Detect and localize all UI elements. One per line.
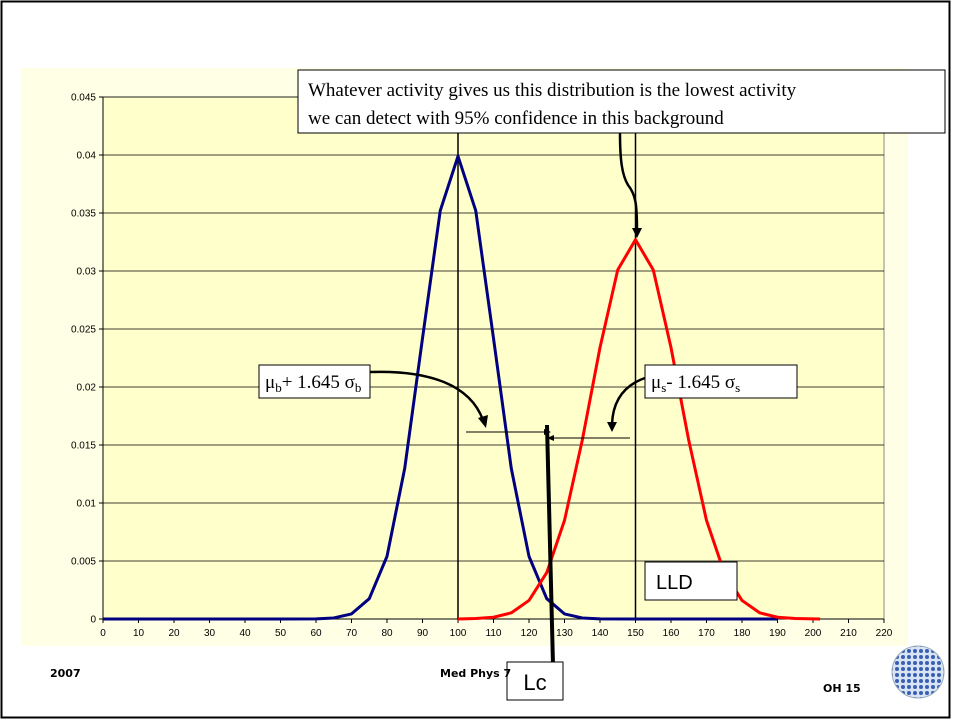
y-tick-label: 0.03 (77, 267, 97, 278)
y-tick-label: 0.025 (71, 325, 96, 336)
footer-page: OH 15 (823, 682, 861, 695)
y-tick-label: 0.015 (71, 441, 96, 452)
annotation-box (644, 364, 798, 399)
y-tick-label: 0.01 (77, 499, 97, 510)
x-tick-label: 140 (592, 628, 609, 639)
series-line (457, 238, 821, 621)
x-tick-label: 210 (840, 628, 857, 639)
x-tick-label: 0 (100, 628, 106, 639)
y-tick-label: 0 (90, 615, 96, 626)
annotation-box (297, 69, 946, 134)
lc-box (506, 661, 564, 701)
arrow-head (478, 415, 488, 428)
arrow (610, 376, 646, 425)
symbol: μ (265, 372, 275, 393)
subscript: b (355, 380, 362, 395)
x-tick-label: 180 (734, 628, 751, 639)
annotation-box (258, 364, 371, 399)
footer-course: Med Phys 7 (440, 667, 511, 680)
symbol: μ (651, 372, 661, 393)
x-tick-label: 90 (417, 628, 429, 639)
x-tick-label: 220 (876, 628, 893, 639)
x-tick-label: 80 (381, 628, 393, 639)
text: + 1.645 σ (282, 372, 355, 393)
x-tick-label: 170 (698, 628, 715, 639)
plot-area (102, 96, 885, 620)
subscript: b (275, 380, 282, 395)
x-tick-label: 130 (556, 628, 573, 639)
annotation-line: we can detect with 95% confidence in thi… (308, 108, 724, 129)
x-tick-label: 60 (310, 628, 322, 639)
x-tick-label: 160 (663, 628, 680, 639)
x-tick-label: 40 (239, 628, 251, 639)
y-tick-label: 0.035 (71, 209, 96, 220)
arrow-head (607, 422, 617, 432)
x-tick-label: 150 (627, 628, 644, 639)
x-tick-label: 190 (769, 628, 786, 639)
logo-disc (891, 645, 945, 699)
x-tick-label: 50 (275, 628, 287, 639)
arrow-head (547, 435, 554, 441)
x-tick-label: 200 (805, 628, 822, 639)
arrow (369, 370, 485, 421)
annotation-line: Whatever activity gives us this distribu… (308, 80, 797, 101)
lld-label: LLD (656, 572, 693, 594)
x-tick-label: 120 (521, 628, 538, 639)
y-tick-label: 0.04 (77, 151, 97, 162)
x-tick-label: 30 (204, 628, 216, 639)
lld-box (644, 561, 738, 601)
x-tick-label: 70 (346, 628, 358, 639)
footer-year: 2007 (50, 667, 81, 680)
y-tick-label: 0.02 (77, 383, 97, 394)
lc-label: Lc (523, 670, 546, 695)
logo (891, 645, 945, 699)
arrow-head (632, 228, 642, 238)
subscript: s (735, 380, 740, 395)
y-tick-label: 0.045 (71, 93, 96, 104)
annotation-text: μs- 1.645 σs (651, 372, 740, 395)
subscript: s (661, 380, 666, 395)
y-tick-label: 0.005 (71, 557, 96, 568)
arrow (618, 132, 639, 233)
x-tick-label: 20 (168, 628, 180, 639)
x-tick-label: 10 (133, 628, 145, 639)
curves (103, 97, 821, 621)
x-tick-label: 100 (450, 628, 467, 639)
lc-line (545, 424, 555, 666)
series-line (103, 154, 778, 621)
text: - 1.645 σ (666, 372, 735, 393)
annotation-text: μb+ 1.645 σb (265, 372, 361, 395)
x-tick-label: 110 (486, 628, 502, 639)
